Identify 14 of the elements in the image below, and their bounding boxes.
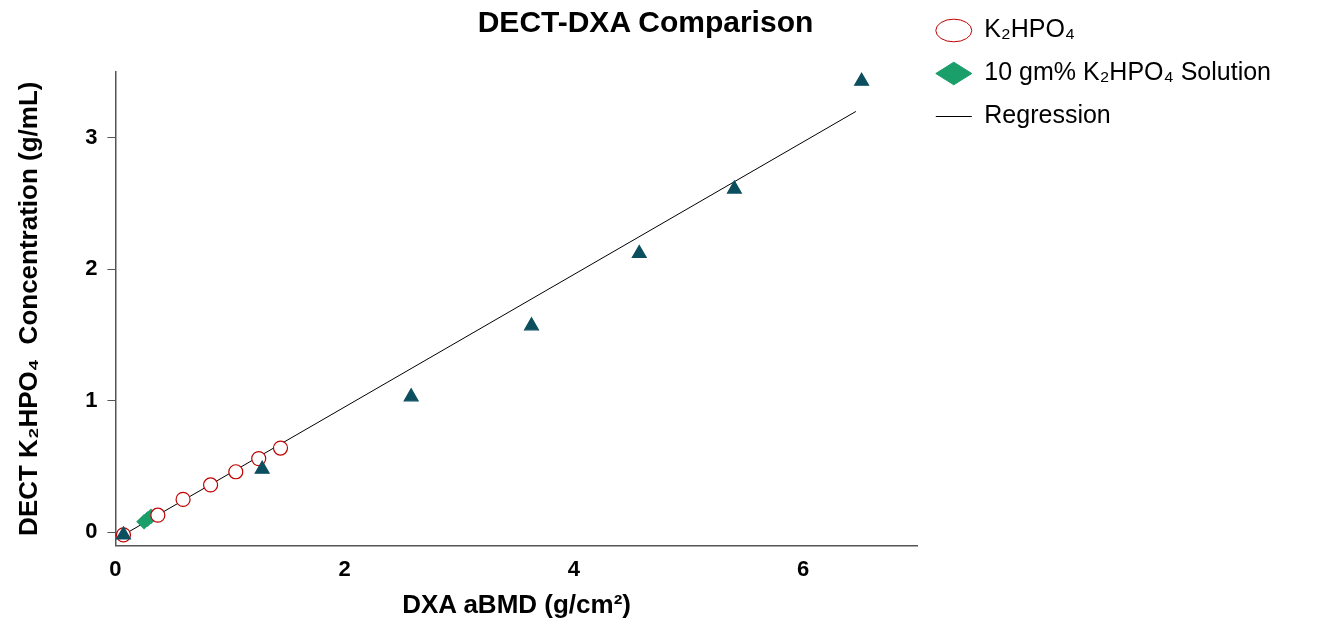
y-tick-label: 0 [85,518,98,544]
y-tick-label: 1 [85,386,98,412]
legend-label: 10 gm% K₂HPO₄ Solution [984,57,1272,86]
x-tick-label: 0 [109,555,122,581]
x-tick-label: 2 [338,555,351,581]
y-axis-title: DECT K₂HPO₄ Concentration (g/mL) [12,81,43,536]
legend-label: Regression [984,100,1111,129]
x-axis-title: DXA aBMD (g/cm²) [402,588,631,619]
x-tick-label: 6 [797,555,810,581]
y-tick-label: 3 [85,123,98,149]
y-tick-label: 2 [85,255,98,281]
x-tick-label: 4 [567,555,581,581]
legend-label: K₂HPO₄ [984,14,1076,43]
chart-title: DECT-DXA Comparison [477,5,814,39]
